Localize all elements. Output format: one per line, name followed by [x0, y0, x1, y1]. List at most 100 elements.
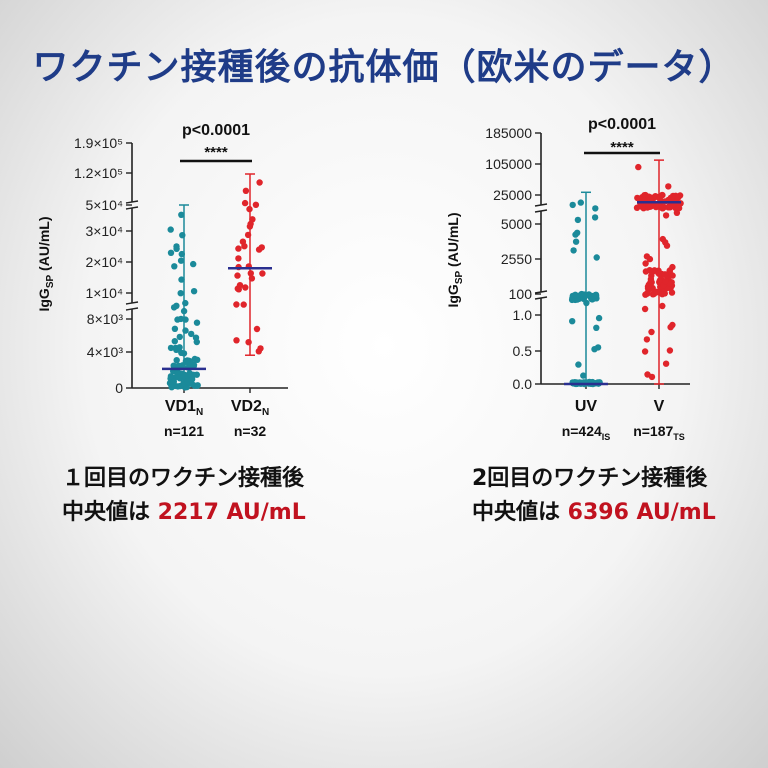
data-point	[178, 276, 185, 283]
data-point	[177, 257, 185, 264]
significance-label: p<0.0001	[588, 116, 656, 133]
data-point	[256, 179, 263, 186]
data-point	[171, 325, 179, 332]
data-point	[249, 216, 256, 223]
data-point	[182, 327, 189, 334]
data-point	[572, 238, 580, 245]
y-axis-title: IgGSP (AU/mL)	[445, 212, 465, 307]
y-tick-label: 100	[509, 286, 533, 302]
data-point	[572, 231, 579, 238]
group-n-label: n=424IS	[562, 423, 611, 442]
group-n-label: n=32	[234, 423, 267, 439]
data-point	[642, 268, 650, 275]
caption-left-line2: 中央値は 2217 AU/mL	[62, 496, 306, 530]
data-point	[178, 211, 185, 218]
data-point	[659, 302, 666, 310]
data-point	[649, 268, 656, 275]
data-point	[248, 275, 256, 282]
data-point	[235, 245, 242, 252]
data-point	[592, 205, 599, 212]
data-point	[242, 187, 250, 194]
data-point	[635, 163, 642, 171]
data-point	[173, 245, 180, 252]
axis-break-mark	[125, 206, 139, 210]
axis-break-mark	[125, 301, 139, 305]
data-point	[244, 231, 252, 239]
data-point	[570, 247, 577, 254]
data-point	[662, 212, 670, 219]
data-point	[643, 253, 651, 260]
data-point	[667, 324, 674, 331]
data-point	[674, 194, 682, 201]
data-point	[593, 254, 600, 261]
data-point	[170, 378, 177, 385]
data-point	[233, 301, 240, 308]
data-point	[591, 346, 598, 353]
y-tick-label: 1.9×10⁵	[74, 135, 123, 151]
data-point	[252, 201, 260, 208]
caption-left-line1: １回目のワクチン接種後	[62, 466, 305, 491]
data-point	[658, 191, 666, 199]
data-point	[167, 226, 174, 233]
data-point	[644, 289, 651, 297]
data-point	[653, 288, 661, 295]
data-point	[662, 360, 670, 367]
y-tick-label: 185000	[485, 125, 532, 141]
data-point	[171, 338, 178, 345]
data-point	[662, 278, 669, 285]
data-point	[173, 357, 180, 364]
data-point	[659, 235, 666, 243]
data-point	[178, 250, 185, 258]
data-point	[184, 377, 191, 385]
caption-right-line2: 中央値は 6396 AU/mL	[472, 496, 716, 530]
data-point	[259, 270, 266, 277]
data-point	[258, 244, 265, 251]
y-tick-label: 105000	[485, 156, 532, 172]
data-point	[167, 344, 175, 352]
y-tick-label: 25000	[493, 187, 532, 203]
data-point	[167, 249, 175, 256]
y-tick-label: 1×10⁴	[85, 285, 123, 301]
data-point	[175, 374, 183, 381]
data-point	[167, 373, 175, 380]
data-point	[182, 299, 189, 307]
y-tick-label: 4×10³	[87, 344, 124, 360]
data-point	[595, 314, 603, 322]
data-point	[643, 336, 651, 343]
data-point	[633, 204, 641, 211]
caption-right-prefix: 中央値は	[472, 500, 568, 525]
data-point	[188, 330, 195, 338]
y-tick-label: 8×10³	[87, 311, 124, 327]
axis-break-mark	[534, 296, 548, 300]
data-point	[176, 333, 183, 341]
axis-break-mark	[125, 200, 139, 204]
data-point	[186, 369, 193, 377]
data-point	[591, 214, 599, 221]
caption-right-median: 6396 AU/mL	[567, 500, 716, 525]
data-point	[675, 204, 683, 212]
data-point	[242, 284, 249, 291]
data-point	[253, 325, 261, 333]
data-point	[233, 337, 240, 344]
data-point	[669, 272, 676, 279]
data-point	[180, 307, 188, 315]
group-n-label: n=187TS	[633, 423, 685, 442]
data-point	[665, 183, 672, 190]
caption-right: 2回目のワクチン接種後 中央値は 6396 AU/mL	[472, 462, 716, 530]
data-point	[168, 384, 175, 391]
data-point	[175, 362, 182, 369]
y-tick-label: 0.5	[513, 343, 533, 359]
data-point	[170, 362, 177, 369]
data-point	[192, 334, 200, 341]
data-point	[190, 288, 198, 295]
data-point	[245, 339, 252, 346]
data-point	[652, 203, 660, 211]
axis-break-mark	[534, 209, 548, 213]
data-point	[247, 270, 254, 277]
y-tick-label: 2550	[501, 251, 532, 267]
group-n-label: n=121	[164, 423, 204, 439]
group-label: VD2N	[231, 398, 269, 418]
y-tick-label: 1.2×10⁵	[74, 165, 123, 181]
